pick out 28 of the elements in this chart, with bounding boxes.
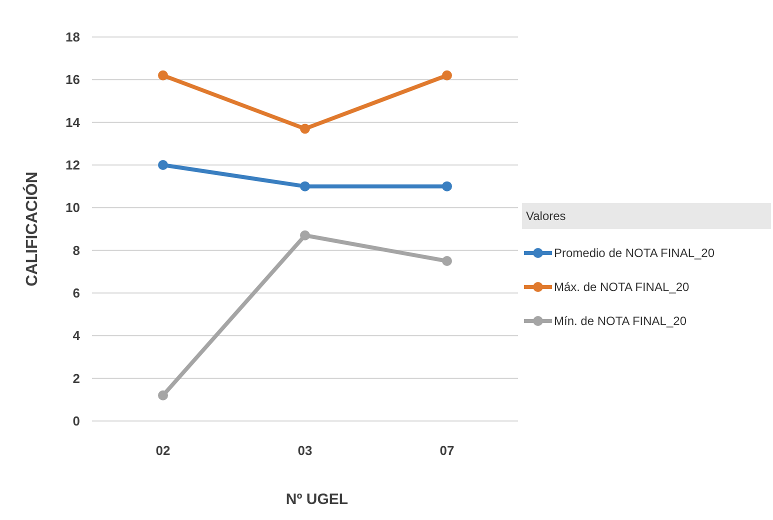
y-axis-title: CALIFICACIÓN <box>22 172 41 286</box>
point <box>300 181 310 192</box>
y-tick-label: 18 <box>66 30 80 45</box>
y-tick-label: 2 <box>72 370 80 386</box>
point <box>442 256 452 266</box>
legend-label: Máx. de NOTA FINAL_20 <box>554 280 690 294</box>
point <box>158 390 168 400</box>
y-tick-label: 8 <box>72 242 80 258</box>
x-tick-label: 03 <box>298 443 312 458</box>
legend-title: Valores <box>526 209 566 223</box>
x-axis-title: Nº UGEL <box>286 491 348 508</box>
y-tick-label: 0 <box>72 414 80 429</box>
point <box>442 70 452 80</box>
x-tick-label: 02 <box>156 443 170 458</box>
point <box>300 230 310 240</box>
y-tick-label: 12 <box>66 158 80 173</box>
legend-label: Mín. de NOTA FINAL_20 <box>554 314 687 328</box>
y-tick-label: 16 <box>66 72 80 88</box>
point <box>158 70 168 80</box>
y-tick-label: 14 <box>66 114 81 130</box>
y-tick-label: 4 <box>72 328 81 344</box>
point <box>442 181 452 192</box>
point <box>158 160 168 170</box>
legend-label: Promedio de NOTA FINAL_20 <box>554 246 715 260</box>
x-tick-label: 07 <box>440 443 454 458</box>
y-tick-label: 10 <box>66 200 80 216</box>
point <box>300 124 310 134</box>
y-tick-label: 6 <box>72 286 80 301</box>
